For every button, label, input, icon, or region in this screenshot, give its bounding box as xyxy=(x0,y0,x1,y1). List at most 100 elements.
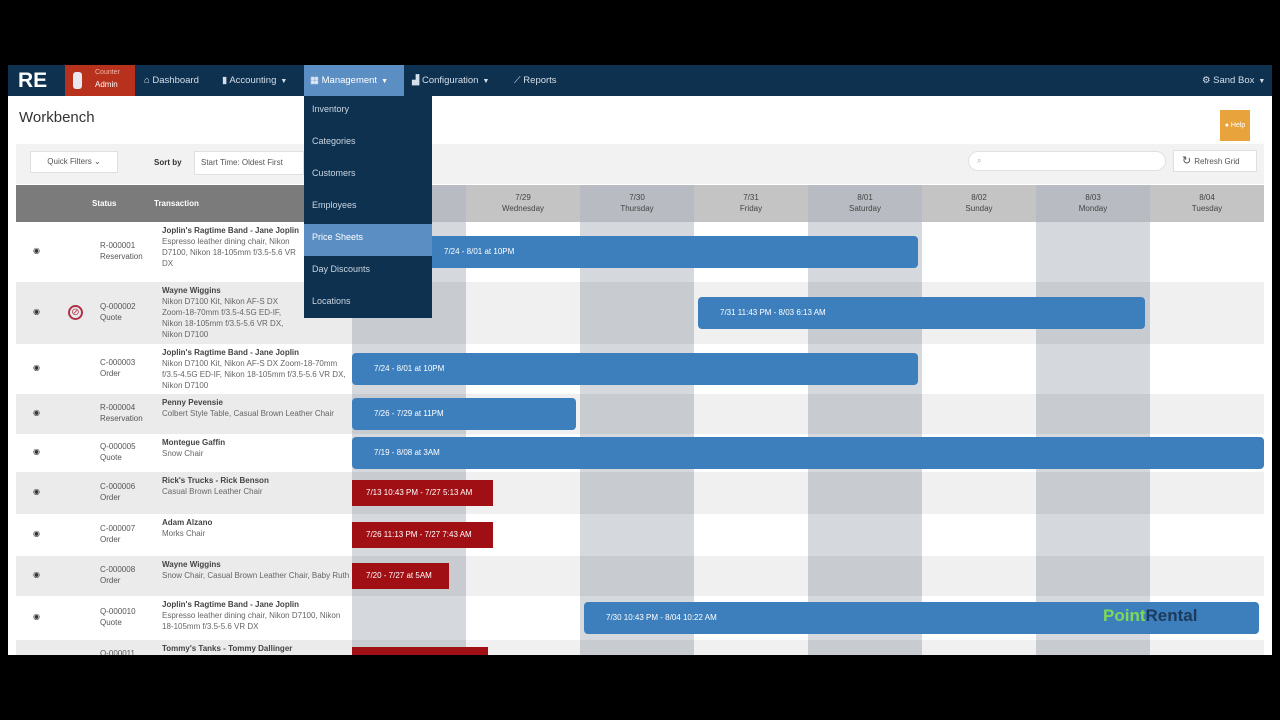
booking-bar[interactable]: 7/19 - 8/08 at 3AM xyxy=(352,437,1264,469)
booking-bar[interactable]: 7/31 11:43 PM - 8/03 6:13 AM xyxy=(698,297,1145,329)
booking-bar[interactable] xyxy=(352,647,488,655)
transaction-id[interactable]: C-000006 xyxy=(100,482,136,491)
eye-icon[interactable]: ◉ xyxy=(33,570,40,579)
eye-icon[interactable]: ◉ xyxy=(33,654,40,655)
nav-management[interactable]: ▦ Management ▼ xyxy=(304,65,404,96)
user-menu[interactable]: Counter Admin xyxy=(65,65,135,96)
quick-filters-button[interactable]: Quick Filters ⌄ xyxy=(30,151,118,173)
environment-menu[interactable]: ⚙ Sand Box ▼ xyxy=(1196,65,1271,96)
menu-item-inventory[interactable]: Inventory xyxy=(312,104,350,114)
eye-icon[interactable]: ◉ xyxy=(33,487,40,496)
transaction-type: Reservation xyxy=(100,414,143,423)
day-header[interactable]: 8/04 Tuesday xyxy=(1150,185,1264,222)
customer-name: Wayne Wiggins xyxy=(162,560,221,569)
table-row[interactable]: ◉ Q-000005 Quote Montegue Gaffin Snow Chair xyxy=(16,434,352,472)
caret-down-icon: ▼ xyxy=(1258,78,1266,85)
eye-icon[interactable]: ◉ xyxy=(33,246,40,255)
table-row[interactable]: ◉ Q-000011 Tommy's Tanks - Tommy Dallinger xyxy=(16,640,352,655)
day-header[interactable]: 8/02 Sunday xyxy=(922,185,1036,222)
nav-accounting[interactable]: ▮ Accounting ▼ xyxy=(216,65,293,96)
table-row[interactable]: ◉ R-000004 Reservation Penny Pevensie Colber… xyxy=(16,394,352,434)
menu-item-customers[interactable]: Customers xyxy=(312,168,356,178)
eye-icon[interactable]: ◉ xyxy=(33,529,40,538)
booking-bar[interactable]: 7/13 10:43 PM - 7/27 5:13 AM xyxy=(352,480,493,506)
transaction-type: Reservation xyxy=(100,252,143,261)
eye-icon[interactable]: ◉ xyxy=(33,307,40,316)
booking-bar[interactable]: 7/26 - 7/29 at 11PM xyxy=(352,398,576,430)
grid-header-left: Status Transaction xyxy=(16,185,352,222)
transaction-number: Q-000010 Quote xyxy=(100,606,136,628)
booking-bar[interactable]: 7/30 10:43 PM - 8/04 10:22 AM xyxy=(584,602,1259,634)
transaction-id[interactable]: R-000004 xyxy=(100,403,136,412)
transaction-details: Adam Alzano Morks Chair xyxy=(162,517,350,539)
eye-icon[interactable]: ◉ xyxy=(33,612,40,621)
booking-bar[interactable]: 7/24 - 8/01 at 10PM xyxy=(352,236,918,268)
table-row[interactable]: ◉ Q-000010 Quote Joplin's Ragtime Band - Ja… xyxy=(16,596,352,640)
transaction-id[interactable]: Q-000011 xyxy=(100,649,135,655)
day-header[interactable]: 7/30 Thursday xyxy=(580,185,694,222)
customer-name: Wayne Wiggins xyxy=(162,286,221,295)
item-list: Snow Chair xyxy=(162,449,204,458)
menu-item-price-sheets[interactable]: Price Sheets xyxy=(304,224,432,256)
row-timeline-bg xyxy=(352,556,1264,596)
customer-name: Joplin's Ragtime Band - Jane Joplin xyxy=(162,348,300,357)
caret-down-icon: ▼ xyxy=(280,78,288,85)
transaction-number: Q-000002 Quote xyxy=(100,301,136,323)
logo[interactable]: RE xyxy=(18,69,48,92)
item-list: Colbert Style Table, Casual Brown Leathe… xyxy=(162,409,334,418)
transaction-type: Quote xyxy=(100,618,122,627)
day-header[interactable]: 8/01 Saturday xyxy=(808,185,922,222)
transaction-id[interactable]: C-000008 xyxy=(100,565,136,574)
day-name: Thursday xyxy=(620,204,654,213)
transaction-id[interactable]: Q-000002 xyxy=(100,302,136,311)
refresh-grid-button[interactable]: ↻ Refresh Grid xyxy=(1173,150,1257,172)
eye-icon[interactable]: ◉ xyxy=(33,363,40,372)
day-header[interactable]: 8/03 Monday xyxy=(1036,185,1150,222)
sort-by-select[interactable]: Start Time: Oldest First xyxy=(194,151,304,175)
transaction-id[interactable]: Q-000010 xyxy=(100,607,136,616)
row-timeline-bg xyxy=(352,640,1264,655)
booking-bar[interactable]: 7/20 - 7/27 at 5AM xyxy=(352,563,449,589)
transaction-id[interactable]: C-000007 xyxy=(100,524,136,533)
menu-item-employees[interactable]: Employees xyxy=(312,200,357,210)
nav-configuration[interactable]: ▟ Configuration ▼ xyxy=(406,65,495,96)
day-date: 8/02 xyxy=(971,193,987,202)
transaction-type: Order xyxy=(100,535,121,544)
help-icon: ● xyxy=(1224,122,1231,129)
table-row[interactable]: ◉ ⊘ Q-000002 Quote Wayne Wiggins Nikon D7100 … xyxy=(16,282,352,344)
help-button[interactable]: ● Help xyxy=(1220,110,1250,141)
table-row[interactable]: ◉ C-000007 Order Adam Alzano Morks Chair xyxy=(16,514,352,556)
table-row[interactable]: ◉ C-000006 Order Rick's Trucks - Rick Benso… xyxy=(16,472,352,514)
nav-dashboard[interactable]: ⌂ Dashboard xyxy=(138,65,205,96)
management-dropdown: Inventory Categories Customers Employees Pri… xyxy=(304,96,432,318)
table-row[interactable]: ◉ C-000003 Order Joplin's Ragtime Band - Ja… xyxy=(16,344,352,394)
day-header[interactable]: 7/29 Wednesday xyxy=(466,185,580,222)
transaction-number: Q-000005 Quote xyxy=(100,441,136,463)
booking-bar[interactable]: 7/24 - 8/01 at 10PM xyxy=(352,353,918,385)
customer-name: Joplin's Ragtime Band - Jane Joplin xyxy=(162,600,300,609)
nav-reports[interactable]: ⟋ Reports xyxy=(508,65,563,96)
transaction-id[interactable]: Q-000005 xyxy=(100,442,136,451)
status-header[interactable]: Status xyxy=(92,199,117,208)
table-row[interactable]: ◉ R-000001 Reservation Joplin's Ragtime Ban… xyxy=(16,222,352,282)
transaction-details: Joplin's Ragtime Band - Jane Joplin Espre… xyxy=(162,599,350,632)
transaction-type: Quote xyxy=(100,453,122,462)
booking-bar[interactable]: 7/26 11:13 PM - 7/27 7:43 AM xyxy=(352,522,493,548)
menu-item-categories[interactable]: Categories xyxy=(312,136,356,146)
transaction-header[interactable]: Transaction xyxy=(154,199,199,208)
menu-item-locations[interactable]: Locations xyxy=(312,296,351,306)
transaction-id[interactable]: R-000001 xyxy=(100,241,136,250)
eye-icon[interactable]: ◉ xyxy=(33,408,40,417)
day-name: Tuesday xyxy=(1191,204,1223,213)
search-input[interactable]: ⌕ xyxy=(968,151,1166,171)
table-row[interactable]: ◉ C-000008 Order Wayne Wiggins Snow Chair, C… xyxy=(16,556,352,596)
menu-item-day-discounts[interactable]: Day Discounts xyxy=(312,264,371,274)
transaction-id[interactable]: C-000003 xyxy=(100,358,136,367)
day-header[interactable]: 7/31 Friday xyxy=(694,185,808,222)
blocked-status-icon: ⊘ xyxy=(68,305,83,320)
user-name: Admin xyxy=(95,80,118,89)
nav-label: Configuration xyxy=(421,75,479,86)
toolbar: Quick Filters ⌄ Sort by Start Time: Olde… xyxy=(16,144,1264,184)
eye-icon[interactable]: ◉ xyxy=(33,447,40,456)
day-name: Sunday xyxy=(965,204,993,213)
